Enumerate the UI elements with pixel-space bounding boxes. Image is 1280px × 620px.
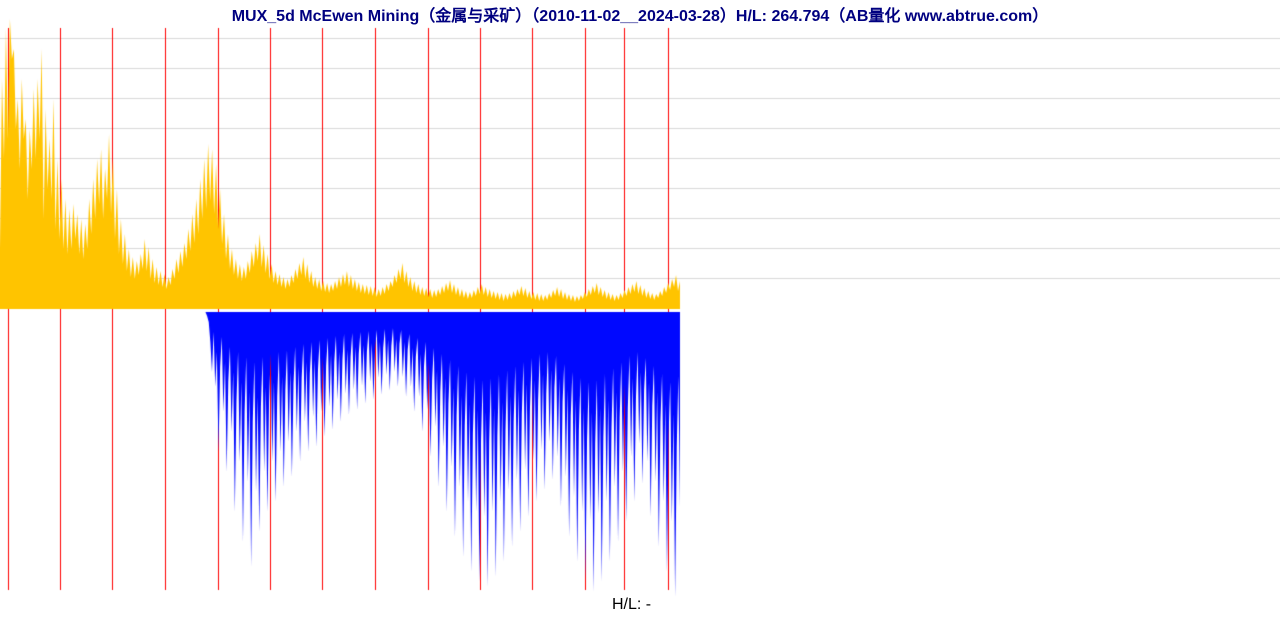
chart-footer-label: H/L: - [612,596,651,614]
chart-title: MUX_5d McEwen Mining（金属与采矿）（2010-11-02__… [0,2,1280,26]
price-drawdown-chart [0,0,1280,620]
